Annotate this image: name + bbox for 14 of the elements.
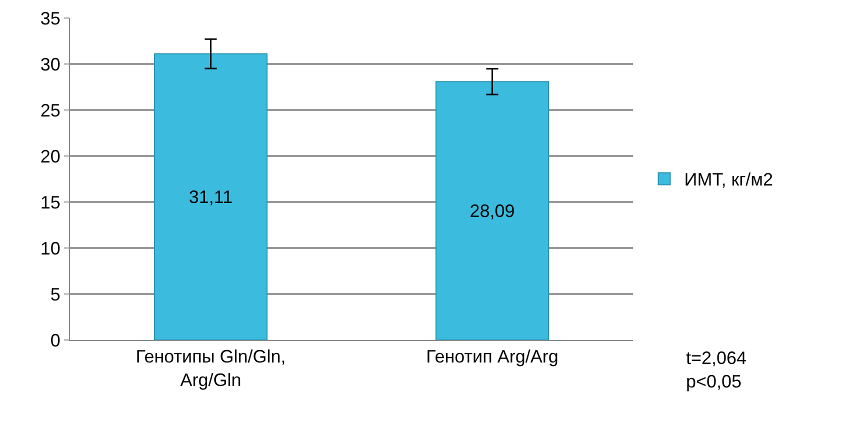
- y-tick-label: 35: [40, 8, 60, 28]
- y-tick-label: 0: [50, 330, 60, 350]
- y-tick-label: 10: [40, 238, 60, 258]
- y-tick-label: 5: [50, 284, 60, 304]
- y-tick-label: 25: [40, 100, 60, 120]
- text: t=2,064 p<0,05: [686, 348, 747, 392]
- y-tick-label: 15: [40, 192, 60, 212]
- x-tick-label: Генотипы Gln/Gln, Arg/Gln: [136, 346, 286, 390]
- text: 28,09: [470, 200, 515, 221]
- text: 31,11: [188, 186, 233, 207]
- y-tick-label: 30: [40, 54, 60, 74]
- y-tick-label: 20: [40, 146, 60, 166]
- x-tick-label: Генотип Arg/Arg: [426, 346, 558, 367]
- legend-label: ИМТ, кг/м2: [684, 170, 774, 190]
